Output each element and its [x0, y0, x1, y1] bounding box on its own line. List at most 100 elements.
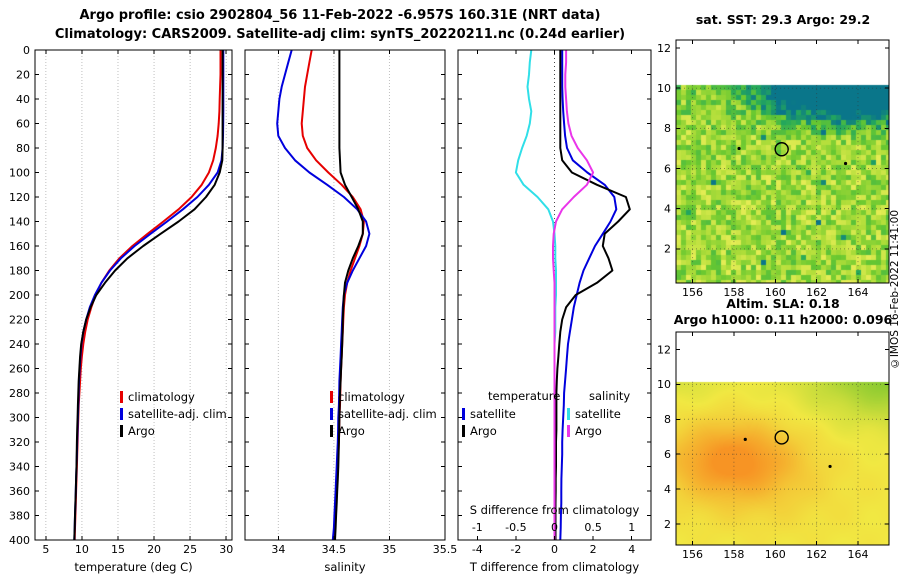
x-axis-label: T difference from climatology	[469, 560, 640, 574]
depth-tick-label: 120	[9, 191, 30, 204]
x-tick-label: 34.5	[322, 543, 347, 556]
latitude-tick-label: 4	[664, 202, 671, 215]
s-tick-label: -1	[472, 521, 483, 534]
argo-line-swatch	[330, 424, 333, 437]
depth-tick-label: 40	[16, 93, 30, 106]
latitude-tick-label: 12	[657, 343, 671, 356]
depth-tick-label: 100	[9, 166, 30, 179]
main-title: Argo profile: csio 2902804_56 11-Feb-202…	[79, 8, 601, 23]
legend-label: climatology	[128, 389, 195, 404]
x-tick-label: 15	[111, 543, 125, 556]
depth-tick-label: 180	[9, 264, 30, 277]
series-line-argo	[73, 50, 224, 541]
sla-heatmap	[676, 332, 889, 545]
legend-item: Argo	[462, 422, 560, 439]
satellite-adj-clim-line-swatch	[330, 407, 333, 420]
x-tick-label: 35	[382, 543, 396, 556]
depth-tick-label: 140	[9, 215, 30, 228]
depth-tick-label: 260	[9, 362, 30, 375]
depth-tick-label: 240	[9, 338, 30, 351]
latitude-tick-label: 6	[664, 448, 671, 461]
legend-label: Argo	[338, 423, 365, 438]
station-dot	[743, 437, 747, 441]
argo-s-diff-swatch	[567, 424, 570, 437]
climatology-line-swatch	[120, 390, 123, 403]
series-line-temperature-argo	[554, 50, 631, 540]
argo-line-swatch	[120, 424, 123, 437]
latitude-tick-label: 8	[664, 122, 671, 135]
latitude-tick-label: 6	[664, 162, 671, 175]
sla-map-title: Altim. SLA: 0.18	[726, 296, 840, 311]
legend-item: Argo	[330, 422, 437, 439]
s-tick-label: 0	[551, 521, 558, 534]
longitude-tick-label: 160	[765, 548, 786, 561]
series-line-salinity-satellite	[514, 49, 557, 540]
depth-tick-label: 200	[9, 289, 30, 302]
axes-box	[34, 49, 233, 541]
legend-label: Argo	[470, 423, 497, 438]
map-border	[675, 331, 890, 546]
x-axis-label: salinity	[324, 560, 365, 574]
sst-map-title: sat. SST: 29.3 Argo: 29.2	[695, 12, 871, 27]
sla-map-subtitle: Argo h1000: 0.11 h2000: 0.096	[673, 312, 893, 327]
x-tick-label: 34	[271, 543, 285, 556]
series-line-climatology	[300, 49, 365, 541]
depth-tick-label: 20	[16, 68, 30, 81]
longitude-tick-label: 160	[765, 286, 786, 299]
x-tick-label: 30	[219, 543, 233, 556]
station-dot	[737, 146, 741, 151]
argo-position-marker	[774, 142, 789, 157]
longitude-tick-label: 158	[723, 548, 744, 561]
x-axis-label: temperature (deg C)	[74, 560, 192, 574]
legend-item: satellite	[567, 405, 630, 422]
climatology-line-swatch	[330, 390, 333, 403]
longitude-tick-label: 158	[723, 286, 744, 299]
latitude-tick-label: 4	[664, 483, 671, 496]
depth-tick-label: 400	[9, 534, 30, 547]
legend-label: satellite	[575, 406, 621, 421]
s-axis-label: S difference from climatology	[470, 503, 640, 517]
temperature-panel-legend: climatology satellite-adj. clim Argo	[120, 388, 227, 439]
depth-tick-label: 280	[9, 387, 30, 400]
longitude-tick-label: 162	[806, 286, 827, 299]
station-dot	[828, 464, 832, 469]
depth-tick-label: 0	[23, 44, 30, 57]
satellite-t-diff-swatch	[462, 407, 465, 420]
legend-label: climatology	[338, 389, 405, 404]
latitude-tick-label: 2	[664, 518, 671, 531]
longitude-tick-label: 162	[806, 548, 827, 561]
legend-item: satellite-adj. clim	[330, 405, 437, 422]
s-tick-label: 0.5	[584, 521, 602, 534]
legend-label: satellite-adj. clim	[338, 406, 437, 421]
difference-salinity-legend: salinity satellite Argo	[567, 388, 630, 439]
imos-credit-text: ©IMOS 16-Feb-2022 11:41:00	[888, 210, 900, 370]
satellite-s-diff-swatch	[567, 407, 570, 420]
depth-tick-label: 340	[9, 460, 30, 473]
sst-heatmap	[676, 40, 889, 283]
x-tick-label: -2	[510, 543, 521, 556]
legend-item: Argo	[120, 422, 227, 439]
depth-tick-label: 380	[9, 509, 30, 522]
x-tick-label: 25	[183, 543, 197, 556]
argo-position-marker	[774, 430, 789, 445]
depth-tick-label: 320	[9, 436, 30, 449]
x-tick-label: 4	[628, 543, 635, 556]
s-tick-label: -0.5	[505, 521, 526, 534]
latitude-tick-label: 8	[664, 413, 671, 426]
legend-header: salinity	[589, 389, 631, 403]
legend-item: satellite-adj. clim	[120, 405, 227, 422]
legend-item: satellite	[462, 405, 560, 422]
argo-t-diff-swatch	[462, 424, 465, 437]
legend-header: temperature	[488, 389, 561, 403]
longitude-tick-label: 156	[682, 286, 703, 299]
series-line-satellite-adj--clim	[276, 49, 371, 541]
legend-label: satellite	[470, 406, 516, 421]
difference-temperature-legend: temperature satellite Argo	[462, 388, 560, 439]
legend-item: Argo	[567, 422, 630, 439]
longitude-tick-label: 164	[847, 286, 868, 299]
depth-tick-label: 160	[9, 240, 30, 253]
x-tick-label: 5	[42, 543, 49, 556]
latitude-tick-label: 12	[657, 42, 671, 55]
station-dot	[843, 161, 848, 166]
